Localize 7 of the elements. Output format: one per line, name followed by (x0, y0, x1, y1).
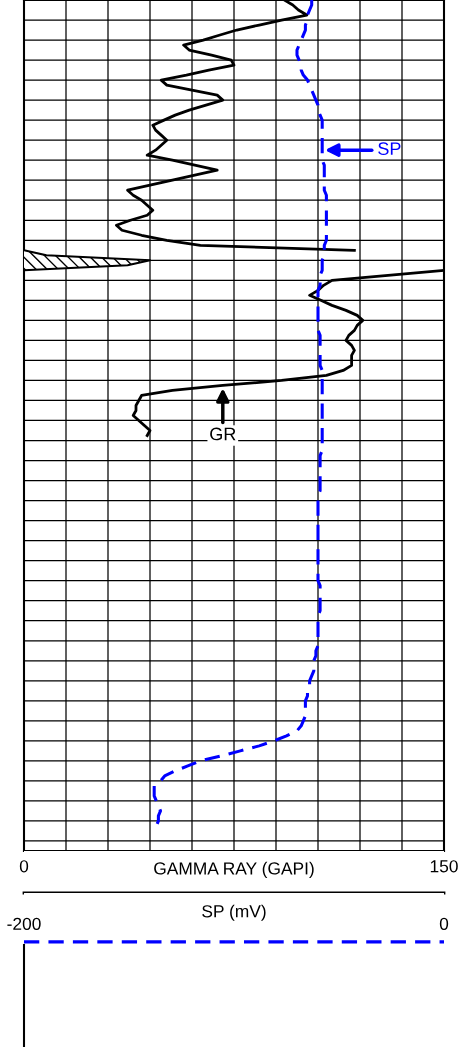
x2-axis-title: SP (mV) (202, 904, 266, 921)
x2-tick-label: -200 (7, 917, 41, 930)
x-axis-title: GAMMA RAY (GAPI) (154, 861, 314, 878)
legend-label: SP (378, 142, 401, 156)
text: GR (210, 427, 236, 441)
x2-tick-label: 0 (439, 917, 449, 930)
x-tick-label: 150 (430, 860, 458, 873)
